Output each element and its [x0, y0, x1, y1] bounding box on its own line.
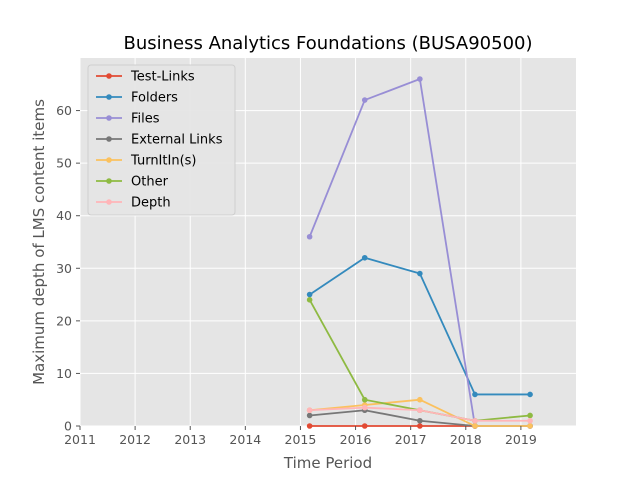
data-point — [417, 423, 423, 429]
legend-label: Depth — [131, 196, 171, 211]
y-tick-label: 30 — [56, 261, 72, 276]
data-point — [361, 97, 368, 103]
legend-swatch-marker — [106, 73, 112, 79]
data-point — [361, 404, 368, 411]
legend-swatch-marker — [106, 94, 112, 100]
legend-item: TurnItIn(s) — [96, 154, 196, 169]
data-point — [361, 396, 368, 403]
data-point — [361, 254, 368, 261]
x-axis-label: Time Period — [283, 454, 372, 472]
data-point — [472, 391, 478, 398]
data-point — [417, 417, 423, 424]
legend-label: Other — [131, 175, 169, 190]
data-point — [306, 297, 313, 303]
series-lines — [306, 76, 533, 429]
legend-label: Test-Links — [130, 70, 195, 85]
legend-item: Other — [96, 175, 169, 190]
x-tick-label: 2015 — [285, 432, 317, 447]
chart-title: Business Analytics Foundations (BUSA9050… — [123, 33, 532, 54]
legend-item: Depth — [96, 196, 171, 211]
data-point — [306, 412, 313, 419]
x-tick-label: 2012 — [119, 432, 151, 447]
y-tick-label: 60 — [56, 103, 72, 118]
y-axis-label: Maximum depth of LMS content items — [30, 99, 48, 385]
data-point — [527, 391, 533, 398]
legend-label: TurnItIn(s) — [130, 154, 196, 169]
y-tick-label: 40 — [56, 208, 72, 223]
legend-label: Files — [131, 112, 160, 127]
y-axis-ticks: 0 10 20 30 40 50 60 — [56, 103, 80, 434]
legend-swatch-marker — [106, 199, 112, 205]
y-tick-label: 0 — [64, 419, 72, 434]
legend-item: Files — [96, 112, 160, 127]
legend-swatch-marker — [106, 115, 112, 121]
legend-item: External Links — [96, 133, 223, 148]
legend-label: External Links — [131, 133, 223, 148]
x-tick-label: 2017 — [395, 432, 427, 447]
x-tick-label: 2011 — [64, 432, 96, 447]
y-tick-label: 50 — [56, 156, 72, 171]
legend: Test-Links Folders Files External Links Turn… — [87, 64, 236, 216]
data-point — [417, 270, 423, 277]
data-point — [527, 417, 533, 424]
data-point — [472, 417, 478, 424]
x-tick-label: 2016 — [340, 432, 372, 447]
data-point — [417, 396, 423, 403]
legend-item: Folders — [96, 91, 178, 106]
legend-swatch-marker — [106, 157, 112, 163]
data-point — [306, 407, 313, 414]
data-point — [472, 423, 478, 429]
y-tick-label: 20 — [56, 313, 72, 328]
data-point — [306, 233, 313, 240]
data-point — [306, 291, 313, 298]
series-folders — [306, 254, 533, 398]
data-point — [361, 423, 368, 429]
y-tick-label: 10 — [56, 366, 72, 381]
x-tick-label: 2019 — [505, 432, 537, 447]
legend-item: Test-Links — [96, 70, 195, 85]
legend-swatch-marker — [106, 178, 112, 184]
x-tick-label: 2013 — [174, 432, 206, 447]
legend-box — [87, 64, 236, 216]
x-tick-label: 2018 — [450, 432, 482, 447]
legend-swatch-marker — [106, 136, 112, 142]
legend-label: Folders — [131, 91, 178, 106]
series-depth — [306, 404, 533, 424]
data-point — [417, 407, 423, 414]
data-point — [527, 412, 533, 419]
data-point — [527, 423, 533, 429]
data-point — [306, 423, 313, 429]
x-tick-label: 2014 — [229, 432, 261, 447]
x-axis-ticks: 2011 2012 2013 2014 2015 2016 2017 2018 2019 — [64, 426, 537, 447]
data-point — [417, 76, 423, 82]
